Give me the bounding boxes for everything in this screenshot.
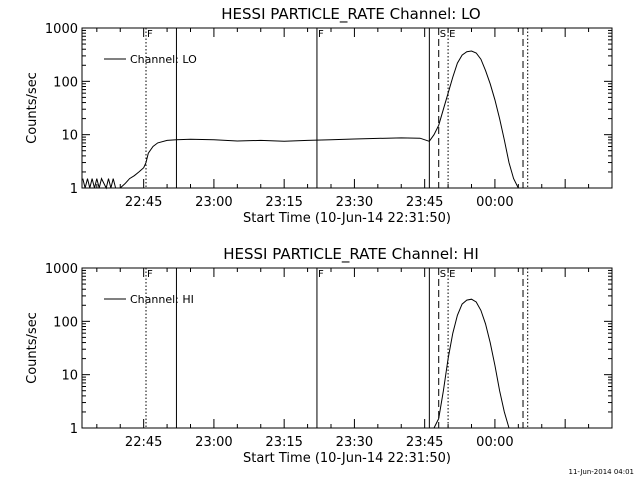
y-tick-label: 1000	[45, 22, 78, 37]
x-tick-label: 22:45	[125, 435, 162, 450]
event-marker-label: F	[318, 269, 324, 280]
event-marker-label: E	[449, 29, 455, 40]
event-marker-label: S	[440, 269, 446, 280]
chart-title: HESSI PARTICLE_RATE Channel: LO	[221, 5, 480, 24]
y-tick-label: 1	[70, 182, 78, 197]
x-tick-label: 23:30	[336, 195, 373, 210]
x-tick-label: 23:45	[406, 195, 443, 210]
x-tick-label: 00:00	[476, 195, 513, 210]
x-tick-label: 22:45	[125, 195, 162, 210]
y-tick-label: 100	[53, 315, 78, 330]
x-tick-label: 23:45	[406, 435, 443, 450]
plot-frame	[82, 28, 612, 188]
x-axis-label: Start Time (10-Jun-14 22:31:50)	[243, 211, 451, 226]
plot-frame	[82, 268, 612, 428]
series-line-channel-lo	[83, 51, 523, 188]
event-marker-label: F	[147, 29, 153, 40]
y-tick-label: 10	[61, 369, 78, 384]
legend-label: Channel: LO	[130, 53, 197, 66]
x-tick-label: 00:00	[476, 435, 513, 450]
series-line-channel-hi	[434, 299, 509, 428]
y-axis-label: Counts/sec	[25, 312, 40, 384]
chart-panel-1: HESSI PARTICLE_RATE Channel: LO 1 10 100 100…	[25, 5, 612, 226]
event-marker-label: E	[449, 269, 455, 280]
x-axis-label: Start Time (10-Jun-14 22:31:50)	[243, 451, 451, 466]
y-axis-label: Counts/sec	[25, 72, 40, 144]
x-tick-label: 23:15	[265, 435, 302, 450]
event-marker-label: F	[147, 269, 153, 280]
y-tick-label: 1	[70, 422, 78, 437]
x-tick-label: 23:30	[336, 435, 373, 450]
chart-title: HESSI PARTICLE_RATE Channel: HI	[223, 245, 479, 264]
event-marker-label: F	[318, 29, 324, 40]
x-tick-label: 23:00	[195, 435, 232, 450]
event-marker-label: S	[440, 29, 446, 40]
y-tick-label: 10	[61, 129, 78, 144]
x-tick-label: 23:00	[195, 195, 232, 210]
footer-timestamp: 11-Jun-2014 04:01	[569, 468, 635, 476]
legend-label: Channel: HI	[130, 293, 194, 306]
x-tick-label: 23:15	[265, 195, 302, 210]
chart-panel-2: HESSI PARTICLE_RATE Channel: HI 1 10 100 100…	[25, 245, 612, 466]
y-tick-label: 1000	[45, 262, 78, 277]
y-tick-label: 100	[53, 75, 78, 90]
